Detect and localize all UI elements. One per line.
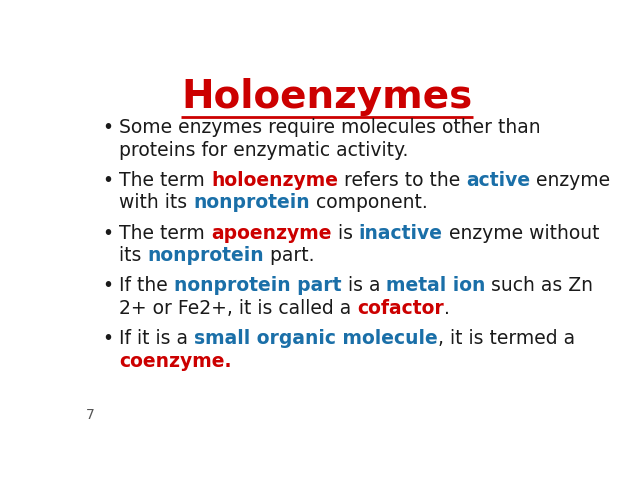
Text: , it is termed a: , it is termed a [438, 329, 575, 348]
Text: refers to the: refers to the [338, 171, 466, 190]
Text: coenzyme.: coenzyme. [119, 352, 232, 370]
Text: enzyme: enzyme [530, 171, 611, 190]
Text: small organic molecule: small organic molecule [195, 329, 438, 348]
Text: proteins for enzymatic activity.: proteins for enzymatic activity. [119, 141, 409, 160]
Text: The term: The term [119, 224, 211, 243]
Text: .: . [444, 299, 450, 318]
Text: cofactor: cofactor [357, 299, 444, 318]
Text: nonprotein: nonprotein [193, 194, 310, 213]
Text: •: • [102, 329, 113, 348]
Text: nonprotein: nonprotein [147, 246, 264, 265]
Text: •: • [102, 276, 113, 296]
Text: The term: The term [119, 171, 211, 190]
Text: nonprotein part: nonprotein part [174, 276, 341, 296]
Text: its: its [119, 246, 147, 265]
Text: If the: If the [119, 276, 174, 296]
Text: •: • [102, 171, 113, 190]
Text: enzyme without: enzyme without [443, 224, 599, 243]
Text: component.: component. [310, 194, 428, 213]
Text: inactive: inactive [359, 224, 443, 243]
Text: •: • [102, 224, 113, 243]
Text: metal ion: metal ion [386, 276, 486, 296]
Text: is a: is a [341, 276, 386, 296]
Text: 2+ or Fe2+, it is called a: 2+ or Fe2+, it is called a [119, 299, 357, 318]
Text: part.: part. [264, 246, 315, 265]
Text: active: active [466, 171, 530, 190]
Text: 7: 7 [85, 408, 94, 422]
Text: If it is a: If it is a [119, 329, 195, 348]
Text: is: is [332, 224, 359, 243]
Text: such as Zn: such as Zn [486, 276, 593, 296]
Text: Some enzymes require molecules other than: Some enzymes require molecules other tha… [119, 118, 541, 137]
Text: apoenzyme: apoenzyme [211, 224, 332, 243]
Text: •: • [102, 118, 113, 137]
Text: with its: with its [119, 194, 193, 213]
Text: holoenzyme: holoenzyme [211, 171, 338, 190]
Text: Holoenzymes: Holoenzymes [181, 78, 473, 116]
